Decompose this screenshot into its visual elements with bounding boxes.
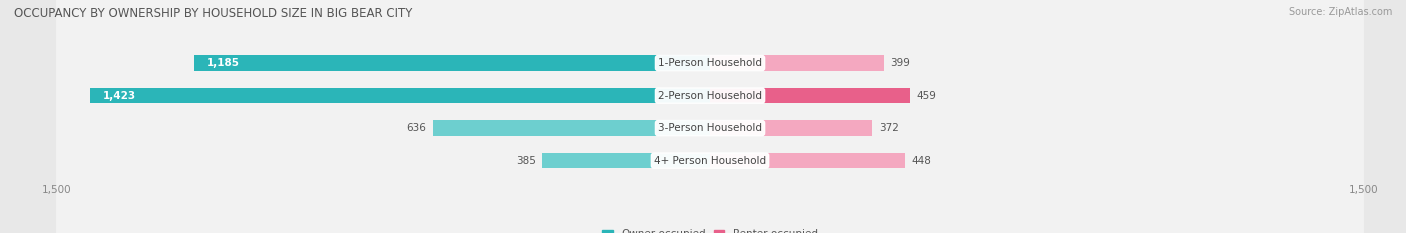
Text: 3-Person Household: 3-Person Household	[658, 123, 762, 133]
FancyBboxPatch shape	[56, 0, 1364, 233]
Text: 1,423: 1,423	[103, 91, 136, 101]
Bar	[710, 55, 884, 71]
Text: 448: 448	[912, 156, 932, 166]
Text: 2-Person Household: 2-Person Household	[658, 91, 762, 101]
FancyBboxPatch shape	[56, 0, 1364, 233]
Bar	[90, 88, 710, 103]
Text: 4+ Person Household: 4+ Person Household	[654, 156, 766, 166]
Text: 1,185: 1,185	[207, 58, 239, 68]
Text: 399: 399	[890, 58, 910, 68]
Legend: Owner-occupied, Renter-occupied: Owner-occupied, Renter-occupied	[598, 225, 823, 233]
Bar	[543, 153, 710, 168]
Bar	[433, 120, 710, 136]
Text: 636: 636	[406, 123, 426, 133]
Bar	[194, 55, 710, 71]
Bar	[710, 120, 872, 136]
Text: 385: 385	[516, 156, 536, 166]
Text: OCCUPANCY BY OWNERSHIP BY HOUSEHOLD SIZE IN BIG BEAR CITY: OCCUPANCY BY OWNERSHIP BY HOUSEHOLD SIZE…	[14, 7, 412, 20]
Text: 372: 372	[879, 123, 898, 133]
FancyBboxPatch shape	[56, 0, 1364, 233]
Bar	[710, 88, 910, 103]
FancyBboxPatch shape	[56, 0, 1364, 233]
Text: Source: ZipAtlas.com: Source: ZipAtlas.com	[1288, 7, 1392, 17]
Bar	[710, 153, 905, 168]
Text: 459: 459	[917, 91, 936, 101]
Text: 1-Person Household: 1-Person Household	[658, 58, 762, 68]
